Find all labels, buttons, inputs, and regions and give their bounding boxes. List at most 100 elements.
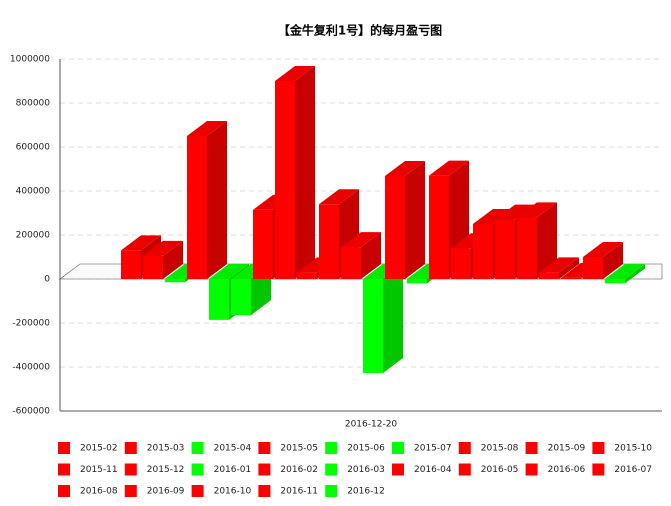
bar-front	[187, 136, 207, 279]
legend-swatch	[592, 442, 605, 454]
bar-front	[275, 81, 295, 279]
bar-top	[429, 160, 469, 176]
y-tick-label: 800000	[16, 99, 51, 109]
legend-label: 2015-04	[214, 444, 252, 454]
bar	[143, 240, 183, 279]
bar	[517, 202, 557, 279]
bar-front	[319, 204, 339, 279]
legend-swatch	[124, 442, 137, 454]
bar-front	[297, 272, 317, 279]
bar	[605, 264, 645, 284]
legend-swatch	[525, 463, 538, 476]
bar-top	[605, 264, 645, 279]
bar-front	[429, 175, 449, 279]
bar-front	[385, 176, 405, 279]
y-tick-label: -600000	[12, 407, 50, 417]
legend-label: 2016-12	[347, 487, 385, 497]
legend-swatch	[325, 463, 338, 476]
bar	[583, 242, 623, 279]
bar-front	[165, 279, 185, 283]
bar-front	[495, 219, 515, 279]
bar-top	[341, 232, 381, 248]
bar-top	[473, 209, 513, 224]
bar-side	[383, 264, 403, 373]
legend-swatch	[191, 485, 204, 497]
bar-front	[209, 279, 229, 320]
legend-swatch	[592, 463, 605, 476]
legend-swatch	[525, 442, 538, 454]
legend-swatch	[258, 442, 271, 454]
bar-front	[407, 279, 427, 284]
bar-top	[517, 202, 557, 218]
legend-label: 2016-05	[481, 465, 519, 475]
x-tick-label: 2016-12-20	[345, 420, 398, 430]
bar-front	[143, 255, 163, 279]
legend-swatch	[58, 463, 70, 476]
bar-front	[341, 247, 361, 279]
legend-swatch	[258, 463, 271, 476]
bar-front	[231, 279, 251, 316]
y-tick-label: -200000	[12, 319, 50, 329]
legend-label: 2016-04	[414, 465, 452, 475]
y-tick-label: -400000	[12, 363, 50, 373]
legend-label: 2015-11	[80, 465, 118, 475]
bar-top	[495, 204, 535, 220]
legend-label: 2015-07	[414, 444, 452, 454]
bar-top	[583, 242, 623, 257]
legend-label: 2015-02	[80, 444, 118, 454]
legend-label: 2015-05	[280, 444, 318, 454]
legend-swatch	[392, 463, 404, 476]
legend-swatch	[458, 442, 471, 454]
legend-label: 2016-10	[214, 487, 252, 497]
legend-swatch	[458, 463, 471, 476]
legend-swatch	[191, 442, 204, 454]
chart-title: 【金牛复利1号】的每月盈亏图	[278, 23, 442, 38]
legend-swatch	[124, 485, 137, 497]
legend-swatch	[392, 442, 404, 454]
bar-side	[361, 232, 381, 279]
bar-front	[473, 224, 493, 279]
bar-front	[539, 272, 559, 279]
legend-swatch	[258, 485, 271, 497]
legend-label: 2016-03	[347, 465, 385, 475]
legend-label: 2015-09	[548, 444, 586, 454]
y-tick-label: 0	[44, 275, 50, 285]
legend-label: 2016-11	[280, 487, 318, 497]
legend-label: 2015-10	[614, 444, 652, 454]
legend-label: 2016-01	[214, 465, 252, 475]
bar-top	[209, 264, 249, 279]
bar	[363, 264, 403, 373]
y-tick-label: 200000	[16, 231, 51, 241]
bar-top	[275, 66, 315, 81]
bar-front	[253, 209, 273, 279]
legend-label: 2016-02	[280, 465, 318, 475]
bar-side	[405, 161, 425, 279]
y-tick-label: 1000000	[10, 55, 50, 65]
legend-label: 2015-03	[147, 444, 185, 454]
legend-label: 2016-08	[80, 487, 118, 497]
bar-front	[561, 277, 581, 279]
bar-top	[539, 257, 579, 273]
y-tick-label: 400000	[16, 187, 51, 197]
bar-front	[451, 248, 471, 279]
legend-swatch	[124, 463, 137, 476]
legend-label: 2016-06	[548, 465, 586, 475]
legend-label: 2015-12	[147, 465, 185, 475]
legend-label: 2016-09	[147, 487, 185, 497]
bar-top	[187, 121, 227, 136]
bar-top	[121, 235, 161, 251]
legend-label: 2015-08	[481, 444, 519, 454]
bar-front	[517, 217, 537, 279]
legend-swatch	[325, 442, 338, 454]
bar-top	[385, 161, 425, 177]
bar-top	[143, 240, 183, 256]
bar-front	[605, 279, 625, 284]
bar	[187, 121, 227, 279]
legend-swatch	[58, 442, 70, 454]
legend-label: 2016-07	[614, 465, 652, 475]
bar-side	[163, 240, 183, 279]
bar-side	[559, 257, 579, 279]
bar	[275, 66, 315, 279]
bar-side	[207, 121, 227, 279]
